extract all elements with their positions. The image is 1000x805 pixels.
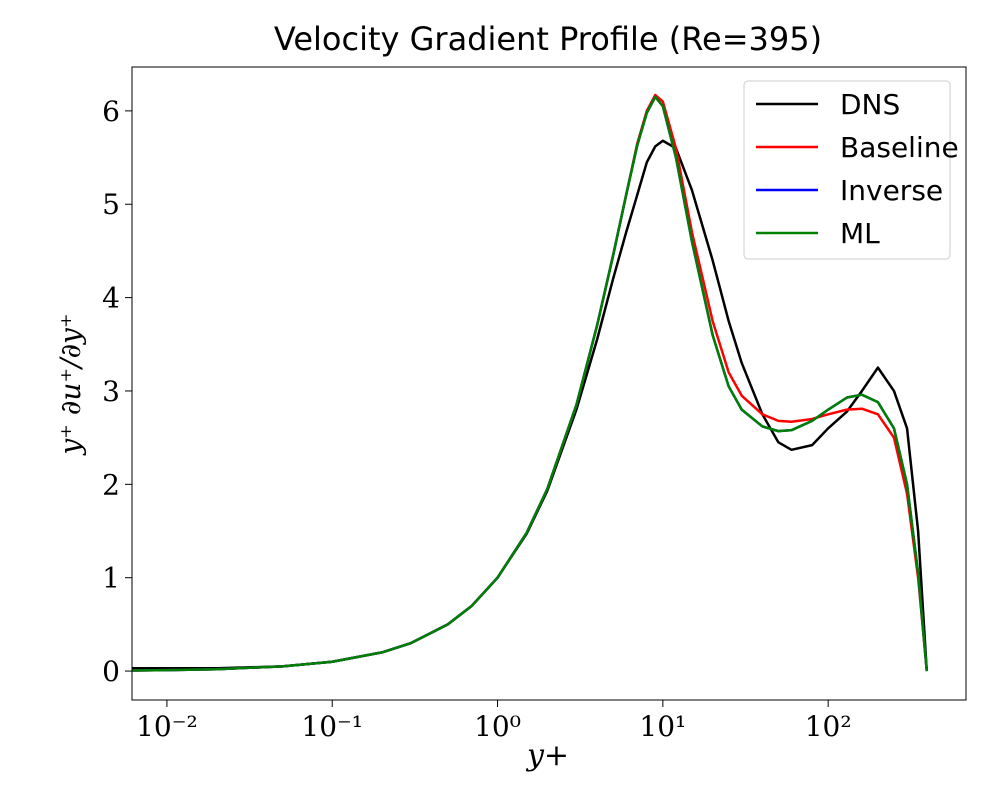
line-series	[131, 95, 929, 672]
x-tick-label: 10²	[805, 710, 852, 743]
y-tick-label: 1	[102, 562, 120, 595]
legend-label: Baseline	[840, 131, 959, 164]
plot-frame	[131, 66, 967, 701]
x-tick-label: 10¹	[639, 710, 686, 743]
chart-title: Velocity Gradient Profile (Re=395)	[274, 20, 822, 58]
y-tick-label: 5	[102, 188, 120, 221]
y-axis-label: y⁺ ∂u⁺/∂y⁺	[54, 313, 87, 456]
x-axis-label: y+	[525, 738, 569, 773]
y-tick-label: 3	[102, 375, 120, 408]
y-tick-label: 0	[102, 655, 120, 688]
legend-label: DNS	[840, 88, 900, 121]
legend-box	[743, 80, 951, 260]
legend-label: Inverse	[840, 174, 943, 207]
y-tick-label: 4	[102, 282, 120, 315]
legend-label: ML	[840, 217, 880, 250]
x-tick-label: 10⁰	[474, 710, 521, 743]
y-tick-label: 6	[102, 95, 120, 128]
x-tick-label: 10⁻²	[136, 710, 198, 743]
x-tick-label: 10⁻¹	[301, 710, 363, 743]
y-tick-label: 2	[102, 468, 120, 501]
